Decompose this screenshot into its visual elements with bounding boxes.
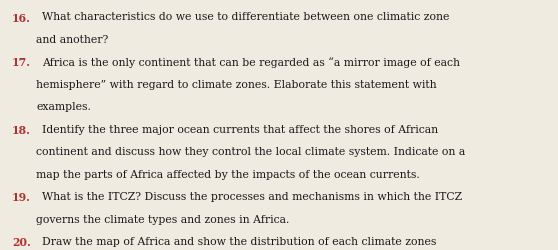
Text: 19.: 19. xyxy=(12,192,31,203)
Text: What is the ITCZ? Discuss the processes and mechanisms in which the ITCZ: What is the ITCZ? Discuss the processes … xyxy=(42,192,462,202)
Text: 17.: 17. xyxy=(12,58,31,68)
Text: Identify the three major ocean currents that affect the shores of African: Identify the three major ocean currents … xyxy=(42,125,438,135)
Text: 18.: 18. xyxy=(12,125,31,136)
Text: 16.: 16. xyxy=(12,12,31,24)
Text: Draw the map of Africa and show the distribution of each climate zones: Draw the map of Africa and show the dist… xyxy=(42,238,436,248)
Text: Africa is the only continent that can be regarded as “a mirror image of each: Africa is the only continent that can be… xyxy=(42,58,460,68)
Text: map the parts of Africa affected by the impacts of the ocean currents.: map the parts of Africa affected by the … xyxy=(36,170,420,180)
Text: and another?: and another? xyxy=(36,35,108,45)
Text: governs the climate types and zones in Africa.: governs the climate types and zones in A… xyxy=(36,215,290,225)
Text: examples.: examples. xyxy=(36,102,91,113)
Text: What characteristics do we use to differentiate between one climatic zone: What characteristics do we use to differ… xyxy=(42,12,449,22)
Text: hemisphere” with regard to climate zones. Elaborate this statement with: hemisphere” with regard to climate zones… xyxy=(36,80,437,90)
Text: 20.: 20. xyxy=(12,238,31,248)
Text: continent and discuss how they control the local climate system. Indicate on a: continent and discuss how they control t… xyxy=(36,148,465,158)
